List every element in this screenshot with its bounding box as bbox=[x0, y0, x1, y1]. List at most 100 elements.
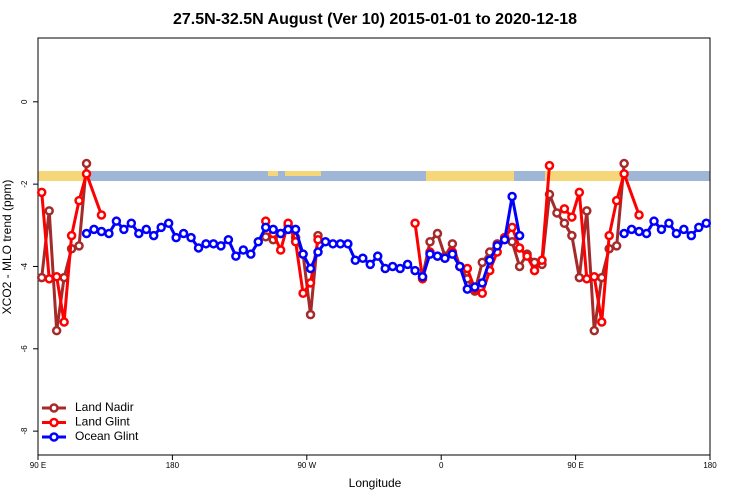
data-point bbox=[395, 263, 405, 274]
data-point bbox=[544, 160, 555, 171]
plot-frame bbox=[37, 37, 711, 456]
data-point bbox=[59, 317, 69, 327]
data-point bbox=[313, 234, 323, 245]
series bbox=[81, 191, 712, 294]
data-point bbox=[253, 237, 264, 247]
ocean-strip bbox=[38, 171, 710, 181]
data-point bbox=[432, 228, 443, 239]
legend-marker bbox=[49, 417, 59, 428]
data-point bbox=[507, 237, 517, 247]
data-point bbox=[81, 228, 92, 239]
data-point bbox=[499, 234, 510, 245]
data-point bbox=[66, 230, 77, 241]
data-point bbox=[290, 224, 301, 235]
data-point bbox=[387, 261, 398, 272]
data-point bbox=[81, 158, 92, 169]
x-axis-title: Longitude bbox=[349, 476, 402, 490]
data-point bbox=[567, 230, 577, 241]
land-strip bbox=[285, 171, 321, 176]
data-point bbox=[664, 218, 674, 228]
data-point bbox=[350, 255, 361, 266]
data-point bbox=[440, 253, 450, 263]
data-point bbox=[589, 272, 600, 282]
data-point bbox=[679, 224, 689, 235]
data-point bbox=[537, 255, 547, 266]
data-point bbox=[305, 309, 316, 320]
data-point bbox=[111, 216, 122, 226]
x-tick-label: 0 bbox=[439, 461, 444, 470]
data-point bbox=[507, 222, 517, 233]
data-point bbox=[626, 224, 637, 235]
legend-label: Land Glint bbox=[75, 415, 130, 429]
data-point bbox=[305, 278, 316, 288]
data-point bbox=[51, 272, 62, 282]
data-point bbox=[81, 169, 92, 179]
data-point bbox=[328, 239, 338, 249]
data-point bbox=[74, 195, 84, 206]
data-point bbox=[432, 251, 443, 261]
data-point bbox=[238, 245, 249, 255]
legend-marker bbox=[49, 403, 59, 413]
data-point bbox=[223, 234, 234, 245]
data-point bbox=[358, 253, 368, 263]
data-point bbox=[455, 261, 465, 272]
data-point bbox=[320, 237, 331, 247]
data-point bbox=[163, 218, 174, 228]
data-point bbox=[529, 265, 540, 276]
y-tick-label: -8 bbox=[20, 427, 29, 435]
data-point bbox=[686, 230, 697, 241]
x-tick-label: 180 bbox=[703, 461, 717, 470]
data-point bbox=[343, 239, 353, 249]
data-point bbox=[425, 249, 435, 259]
data-point bbox=[507, 191, 517, 202]
series-line bbox=[563, 168, 641, 323]
data-point bbox=[447, 239, 458, 249]
x-tick-label: 90 E bbox=[30, 461, 46, 470]
x-tick-label: 90 W bbox=[297, 461, 316, 470]
data-point bbox=[246, 249, 256, 259]
data-point bbox=[634, 226, 644, 237]
data-point bbox=[96, 226, 107, 237]
data-point bbox=[410, 265, 420, 276]
data-point bbox=[619, 228, 629, 239]
legend-label: Land Nadir bbox=[75, 400, 134, 414]
data-point bbox=[134, 228, 144, 239]
data-point bbox=[231, 251, 241, 261]
data-point bbox=[410, 218, 420, 228]
data-point bbox=[574, 272, 585, 283]
y-tick-label: 0 bbox=[20, 99, 29, 104]
land-strip bbox=[38, 171, 90, 181]
data-point bbox=[380, 263, 390, 274]
data-point bbox=[44, 206, 54, 216]
data-point bbox=[283, 224, 293, 235]
data-point bbox=[96, 210, 107, 220]
data-point bbox=[604, 230, 614, 241]
data-point bbox=[268, 224, 278, 235]
data-point bbox=[335, 239, 346, 249]
data-point bbox=[522, 251, 532, 261]
data-point bbox=[275, 228, 286, 239]
data-point bbox=[477, 278, 488, 288]
data-point bbox=[574, 187, 585, 198]
data-point bbox=[148, 230, 159, 241]
data-point bbox=[641, 228, 652, 239]
data-point bbox=[492, 241, 502, 251]
data-point bbox=[372, 251, 383, 261]
data-point bbox=[559, 218, 570, 228]
data-point bbox=[417, 272, 428, 282]
data-point bbox=[201, 239, 211, 249]
data-point bbox=[656, 224, 667, 235]
data-point bbox=[477, 288, 488, 298]
data-point bbox=[260, 222, 271, 233]
data-point bbox=[298, 288, 308, 298]
data-point bbox=[171, 232, 181, 243]
data-point bbox=[119, 224, 129, 235]
data-point bbox=[611, 241, 622, 251]
data-point bbox=[275, 245, 286, 255]
map-strip bbox=[38, 171, 710, 181]
y-tick-label: -6 bbox=[20, 345, 29, 353]
data-point bbox=[44, 274, 54, 284]
land-strip bbox=[426, 171, 514, 181]
data-point bbox=[596, 317, 607, 327]
